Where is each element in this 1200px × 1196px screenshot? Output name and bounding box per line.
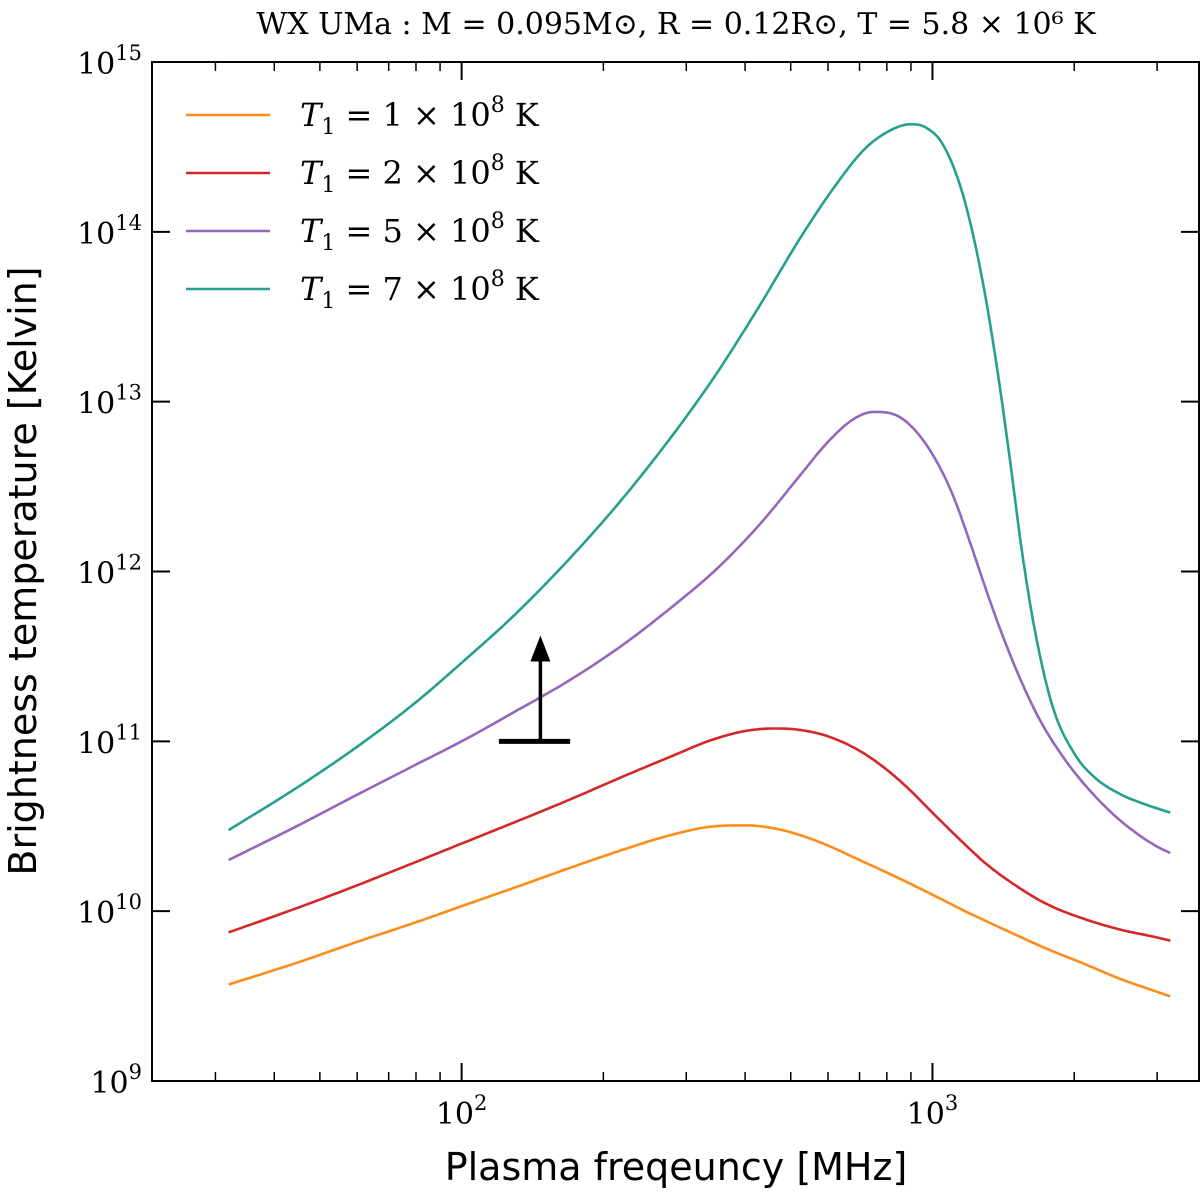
series-line-2 (228, 727, 1171, 942)
x-tick-label: 103 (907, 1091, 959, 1132)
x-tick-label-exponent: 2 (474, 1091, 487, 1115)
y-tick-label-base: 10 (77, 217, 115, 252)
legend-value: = 7 × 10 (335, 270, 490, 308)
legend-unit: K (505, 154, 540, 192)
series-line-1 (228, 824, 1171, 998)
legend-subscript: 1 (321, 289, 335, 314)
y-tick-label-exponent: 12 (115, 551, 142, 575)
legend-entry: T1 = 1 × 108 K (186, 93, 540, 140)
y-tick-label-exponent: 9 (129, 1060, 142, 1084)
y-tick-label: 1011 (77, 720, 142, 761)
legend-label: T1 = 5 × 108 K (300, 209, 540, 256)
legend-symbol: T (300, 96, 324, 134)
lower-limit-arrow-head (530, 635, 551, 662)
y-tick-label-base: 10 (77, 896, 115, 931)
legend-symbol: T (300, 212, 324, 250)
x-axis-label: Plasma freqeuncy [MHz] (445, 1145, 908, 1189)
annotation-layer (498, 635, 571, 744)
legend-label: T1 = 2 × 108 K (300, 151, 540, 198)
x-tick-label: 102 (436, 1091, 488, 1132)
legend-label: T1 = 1 × 108 K (300, 93, 540, 140)
y-tick-label-base: 10 (77, 47, 115, 82)
legend-unit: K (505, 96, 540, 134)
y-tick-label-exponent: 13 (115, 381, 142, 405)
legend-entry: T1 = 7 × 108 K (186, 267, 540, 314)
y-tick-label: 1013 (77, 381, 142, 422)
legend-entry: T1 = 2 × 108 K (186, 151, 540, 198)
y-tick-label-base: 10 (77, 726, 115, 761)
y-tick-label-base: 10 (77, 387, 115, 422)
legend-subscript: 1 (321, 115, 335, 140)
legend-unit: K (505, 270, 540, 308)
series-line-4 (227, 122, 1171, 832)
legend-exponent: 8 (491, 151, 505, 176)
legend-subscript: 1 (321, 231, 335, 256)
series-line-3 (228, 410, 1171, 862)
legend-exponent: 8 (491, 93, 505, 118)
y-tick-label-base: 10 (77, 557, 115, 592)
legend-subscript: 1 (321, 173, 335, 198)
x-tick-label-base: 10 (907, 1097, 945, 1132)
y-tick-label: 1010 (77, 890, 142, 931)
y-tick-label: 1012 (77, 551, 142, 592)
legend-unit: K (505, 212, 540, 250)
chart-title: WX UMa : M = 0.095M⊙, R = 0.12R⊙, T = 5.… (256, 7, 1096, 42)
legend-symbol: T (300, 270, 324, 308)
legend-value: = 1 × 10 (335, 96, 490, 134)
series-layer (227, 122, 1171, 998)
y-tick-label: 1014 (77, 211, 142, 252)
y-tick-label-exponent: 10 (115, 890, 142, 914)
legend-value: = 5 × 10 (335, 212, 490, 250)
y-tick-label-exponent: 14 (115, 211, 142, 235)
y-axis-label: Brightness temperature [Kelvin] (1, 266, 45, 875)
legend-symbol: T (300, 154, 324, 192)
legend-exponent: 8 (491, 267, 505, 292)
legend-exponent: 8 (491, 209, 505, 234)
y-tick-label-base: 10 (90, 1066, 128, 1101)
legend-value: = 2 × 10 (335, 154, 490, 192)
axes-layer (151, 61, 1200, 1082)
y-tick-label: 109 (90, 1060, 142, 1101)
legend-label: T1 = 7 × 108 K (300, 267, 540, 314)
legend-entry: T1 = 5 × 108 K (186, 209, 540, 256)
x-tick-label-base: 10 (436, 1097, 474, 1132)
y-tick-label-exponent: 15 (115, 41, 142, 65)
y-tick-label: 1015 (77, 41, 142, 82)
y-tick-label-exponent: 11 (115, 720, 142, 744)
legend: T1 = 1 × 108 KT1 = 2 × 108 KT1 = 5 × 108… (186, 93, 540, 314)
x-tick-label-exponent: 3 (945, 1091, 958, 1115)
